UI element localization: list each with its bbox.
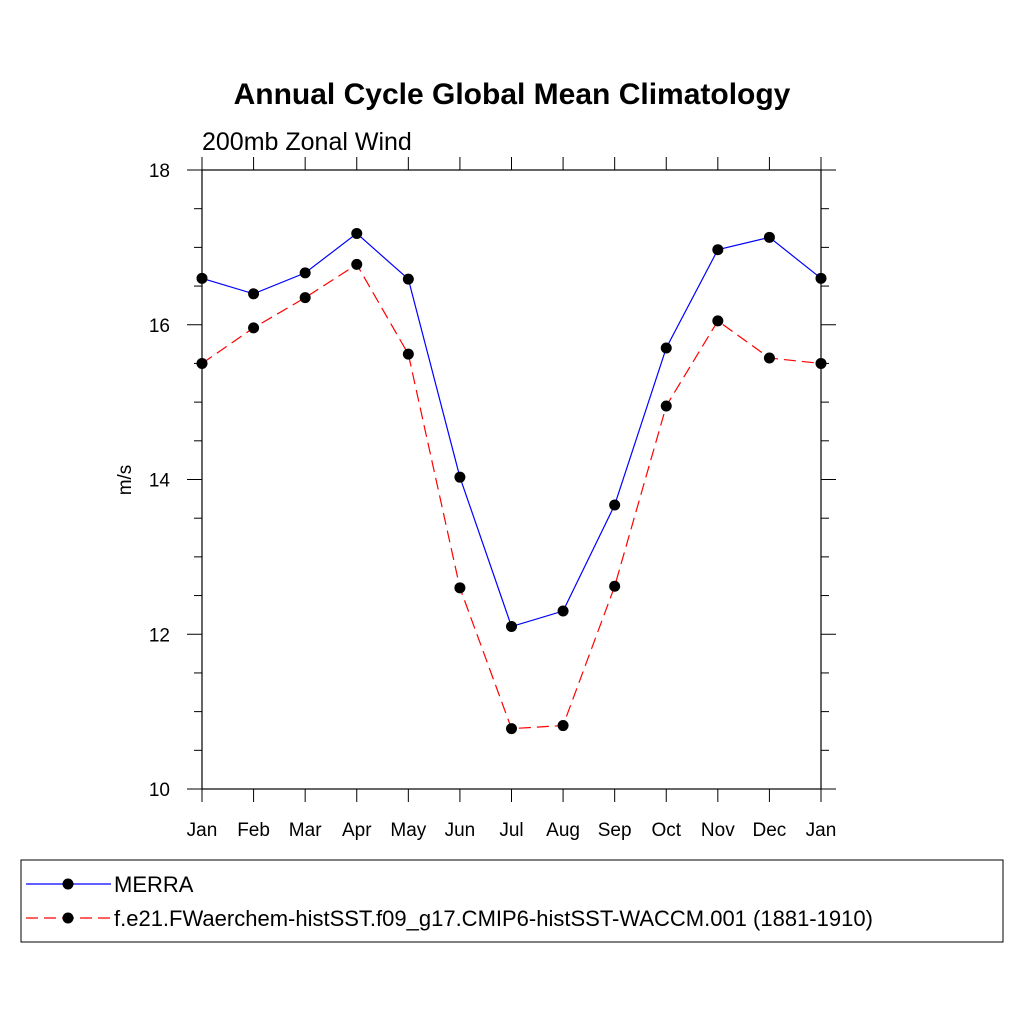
- plot-frame: [201, 169, 822, 790]
- x-tick-label: Oct: [651, 820, 681, 841]
- data-point: [506, 723, 517, 735]
- data-point: [506, 621, 517, 633]
- x-tick-label: Nov: [701, 820, 735, 841]
- data-point: [609, 499, 621, 511]
- data-point: [351, 258, 363, 270]
- data-point: [299, 267, 311, 279]
- data-point: [248, 322, 260, 334]
- x-tick-label: Jan: [806, 820, 837, 841]
- y-tick-label: 12: [149, 625, 170, 646]
- data-point: [351, 227, 363, 239]
- data-point: [454, 471, 466, 483]
- data-point: [815, 357, 827, 369]
- x-tick-label: Mar: [289, 820, 322, 841]
- legend-label-0: MERRA: [114, 872, 194, 897]
- data-point: [763, 352, 775, 364]
- chart-subtitle: 200mb Zonal Wind: [202, 128, 412, 156]
- data-point: [196, 357, 208, 369]
- data-point: [557, 605, 569, 617]
- y-tick-label: 10: [149, 780, 170, 801]
- data-point: [299, 292, 311, 304]
- x-tick-label: Jan: [187, 820, 218, 841]
- legend-box: [20, 859, 1004, 943]
- y-axis-label: m/s: [115, 465, 136, 496]
- data-point: [196, 272, 208, 284]
- x-tick-label: Dec: [753, 820, 787, 841]
- legend: MERRA f.e21.FWaerchem-histSST.f09_g17.CMI…: [20, 859, 1004, 943]
- y-tick-label: 18: [149, 161, 170, 182]
- data-point: [557, 720, 569, 732]
- chart-title: Annual Cycle Global Mean Climatology: [234, 78, 791, 111]
- axis-ticks: Jan Feb Mar Apr May Jun Jul Aug Sep Oct Nov Dec Jan 1…: [149, 157, 836, 841]
- x-tick-label: Jun: [445, 820, 476, 841]
- data-point: [815, 272, 827, 284]
- y-tick-label: 14: [149, 471, 171, 492]
- legend-marker-1: [62, 912, 74, 924]
- series-line-0: [201, 232, 822, 628]
- data-point: [660, 342, 672, 354]
- data-point: [402, 273, 414, 285]
- data-point: [763, 231, 775, 243]
- series-line-1: [201, 263, 822, 730]
- x-tick-label: Aug: [546, 820, 580, 841]
- legend-marker-0: [62, 878, 74, 890]
- data-point: [454, 582, 466, 594]
- x-tick-label: Apr: [342, 820, 372, 841]
- legend-label-1: f.e21.FWaerchem-histSST.f09_g17.CMIP6-hi…: [114, 906, 873, 931]
- series-layer: [196, 227, 827, 735]
- x-tick-label: Jul: [499, 820, 523, 841]
- data-point: [712, 315, 724, 327]
- data-point: [609, 580, 621, 592]
- x-tick-label: Feb: [237, 820, 270, 841]
- x-tick-label: May: [390, 820, 426, 841]
- x-tick-label: Sep: [598, 820, 632, 841]
- data-point: [712, 244, 724, 256]
- data-point: [248, 288, 260, 300]
- data-point: [402, 348, 414, 360]
- data-point: [660, 400, 672, 412]
- y-tick-label: 16: [149, 316, 170, 337]
